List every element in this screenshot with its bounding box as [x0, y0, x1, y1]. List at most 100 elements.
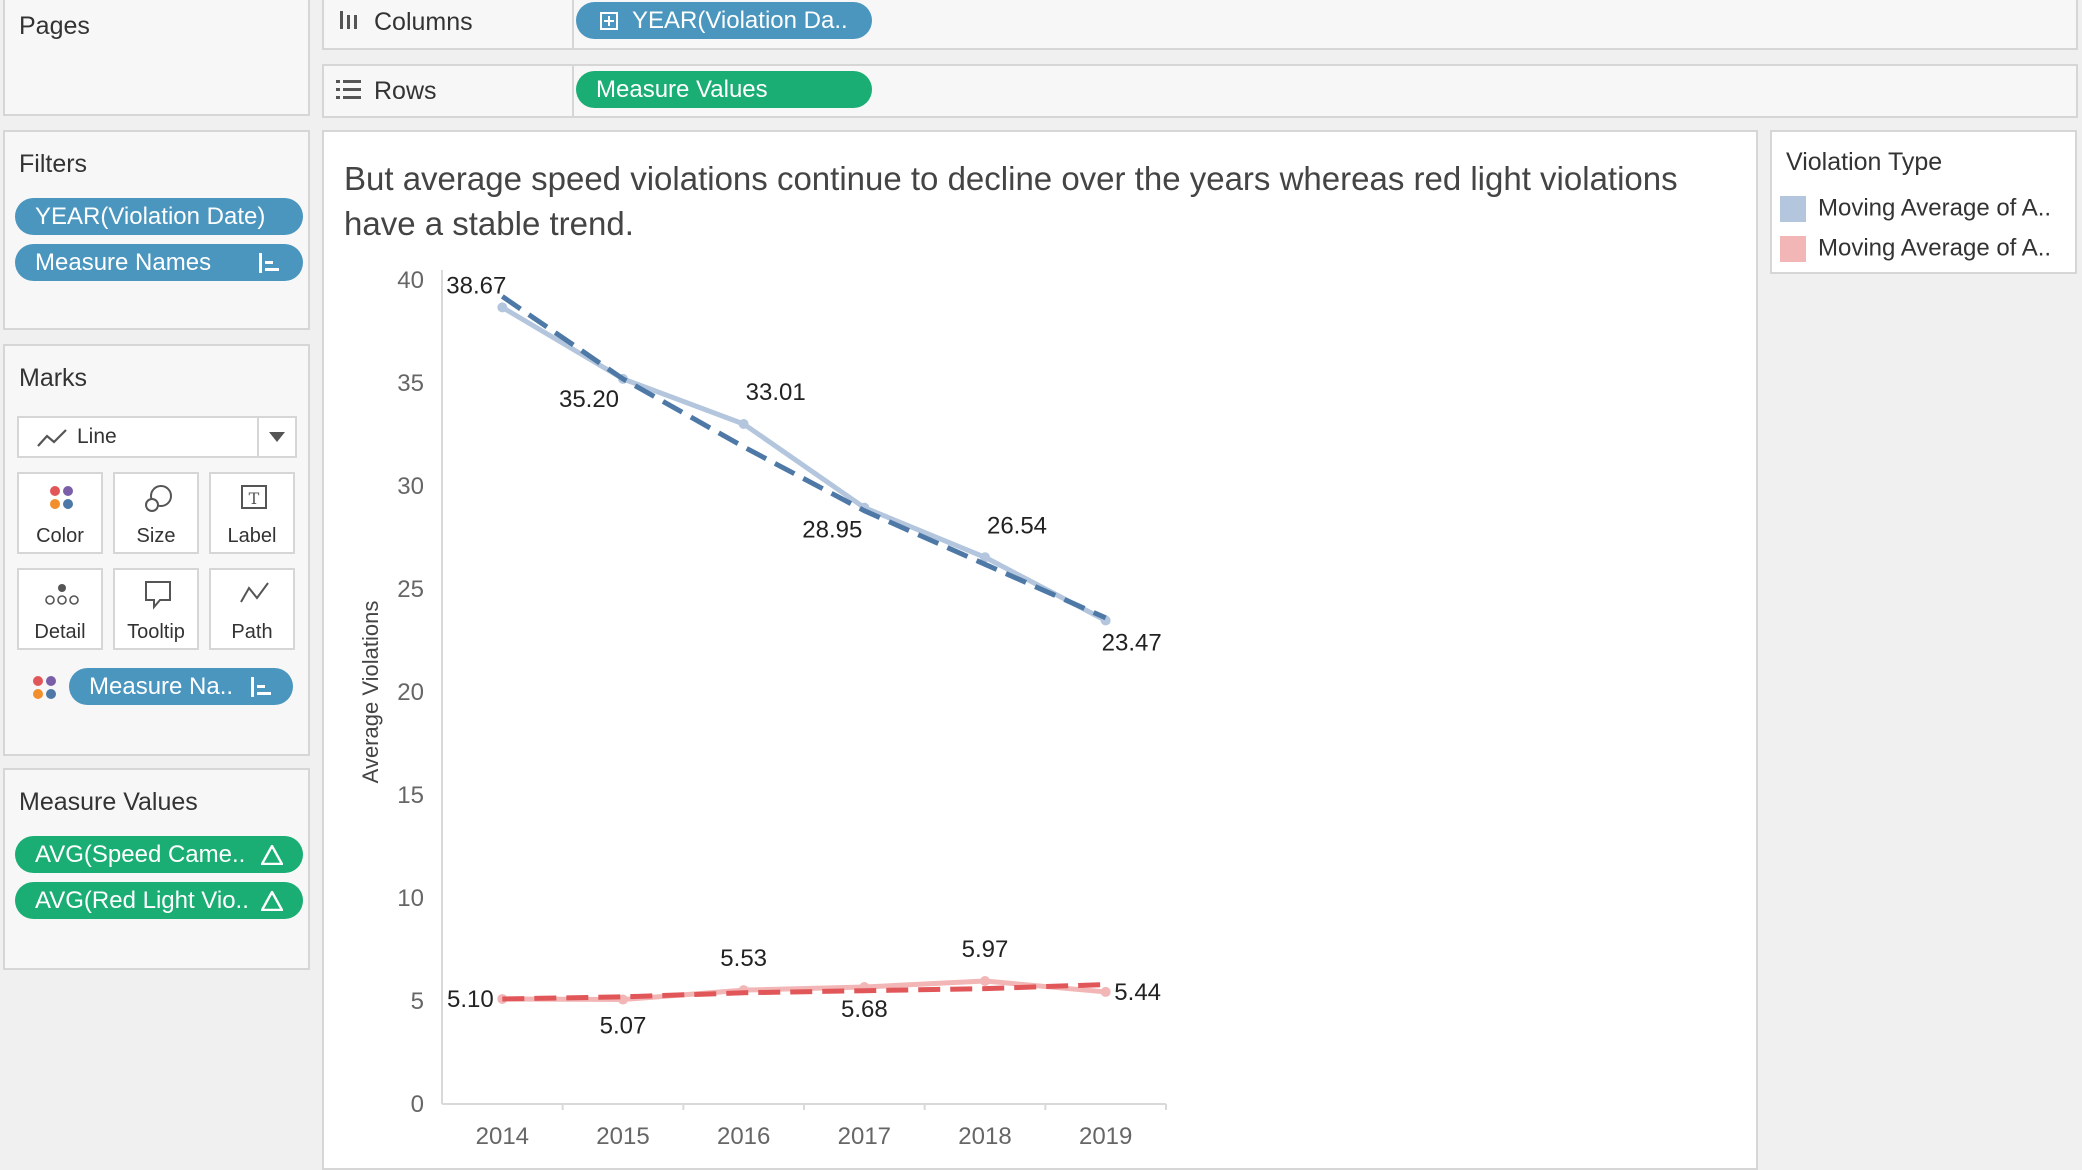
data-label: 5.68	[841, 996, 888, 1023]
label-icon: T	[241, 485, 267, 509]
data-label: 5.44	[1114, 979, 1161, 1006]
size-card[interactable]: Size	[113, 472, 199, 554]
svg-text:T: T	[249, 489, 260, 508]
size-card-label: Size	[136, 525, 176, 547]
data-point	[980, 976, 990, 987]
y-tick-label: 35	[397, 370, 424, 397]
chevron-down-icon	[269, 432, 285, 442]
data-point	[618, 994, 628, 1005]
trend-line-0	[500, 294, 1107, 621]
columns-pill[interactable]: YEAR(Violation Da..	[576, 2, 872, 39]
x-tick-label: 2014	[476, 1123, 529, 1150]
data-label: 5.97	[962, 936, 1009, 963]
x-tick-label: 2016	[717, 1123, 770, 1150]
chart-title: But average speed violations continue to…	[344, 156, 1678, 246]
detail-icon	[45, 584, 79, 605]
data-label: 5.07	[600, 1013, 647, 1040]
y-tick-label: 5	[411, 988, 424, 1015]
marks-title: Marks	[19, 364, 88, 392]
sort-icon	[251, 677, 271, 697]
filters-title: Filters	[19, 150, 88, 178]
measure-pill-speed-label: AVG(Speed Came..	[35, 841, 246, 868]
color-card-label: Color	[36, 525, 84, 547]
measure-values-title: Measure Values	[19, 788, 198, 816]
label-card-label: Label	[227, 525, 277, 547]
sort-icon	[259, 253, 279, 273]
legend-title: Violation Type	[1786, 148, 1943, 176]
measure-pill-red-light[interactable]: AVG(Red Light Vio..	[15, 882, 303, 919]
data-label: 33.01	[746, 379, 806, 406]
mark-type-label: Line	[77, 425, 117, 448]
y-tick-label: 25	[397, 576, 424, 603]
data-point	[497, 302, 508, 313]
columns-shelf[interactable]: Columns YEAR(Violation Da..	[322, 0, 2078, 50]
data-label: 5.10	[447, 986, 494, 1013]
x-tick-label: 2015	[596, 1123, 649, 1150]
x-tick-label: 2019	[1079, 1123, 1132, 1150]
data-point	[980, 552, 990, 563]
label-card[interactable]: T Label	[209, 472, 295, 554]
marks-color-pill-label: Measure Na..	[89, 673, 234, 700]
path-icon	[240, 582, 269, 603]
rows-pill[interactable]: Measure Values	[576, 71, 872, 108]
filter-pill-measure-names-label: Measure Names	[35, 249, 212, 276]
rows-shelf[interactable]: Rows Measure Values	[322, 64, 2078, 118]
detail-card[interactable]: Detail	[17, 568, 103, 650]
size-icon	[145, 485, 172, 512]
pages-panel[interactable]: Pages	[3, 0, 310, 116]
marks-color-pill[interactable]: Measure Na..	[69, 668, 293, 705]
measure-pill-speed[interactable]: AVG(Speed Came..	[15, 836, 303, 873]
legend-swatch-red-light	[1780, 235, 1806, 262]
filter-pill-year-label: YEAR(Violation Date)	[35, 203, 266, 230]
data-label: 26.54	[987, 512, 1047, 539]
measure-values-panel[interactable]: Measure Values AVG(Speed Came.. AVG(Red …	[3, 768, 310, 970]
trend-line-1	[502, 982, 1106, 1002]
detail-card-label: Detail	[34, 621, 86, 643]
y-tick-label: 20	[397, 679, 424, 706]
color-card[interactable]: Color	[17, 472, 103, 554]
data-label: 38.67	[446, 272, 506, 299]
data-point	[1100, 986, 1111, 997]
y-tick-label: 0	[411, 1091, 424, 1118]
y-tick-label: 15	[397, 782, 424, 809]
color-encoding-icon	[33, 676, 56, 699]
data-point	[738, 418, 749, 429]
line-mark-icon	[37, 429, 67, 447]
columns-shelf-label: Columns	[324, 0, 574, 48]
filter-pill-year[interactable]: YEAR(Violation Date)	[15, 198, 303, 235]
legend-item-speed-label: Moving Average of A..	[1818, 194, 2052, 222]
chart-view[interactable]: But average speed violations continue to…	[322, 130, 1758, 1170]
rows-label: Rows	[374, 77, 437, 105]
legend-item-red-light-label: Moving Average of A..	[1818, 234, 2052, 262]
columns-label: Columns	[374, 8, 473, 36]
expand-icon	[600, 12, 618, 30]
path-card-label: Path	[231, 621, 273, 643]
marks-panel[interactable]: Marks Line Color Size T Label Detail	[3, 344, 310, 756]
rows-pill-label: Measure Values	[596, 76, 768, 103]
tooltip-card[interactable]: Tooltip	[113, 568, 199, 650]
legend-panel[interactable]: Violation Type Moving Average of A.. Mov…	[1770, 130, 2077, 274]
filters-panel[interactable]: Filters YEAR(Violation Date) Measure Nam…	[3, 130, 310, 330]
mark-type-dropdown[interactable]: Line	[17, 416, 297, 458]
color-icon	[50, 486, 73, 509]
line-chart[interactable]: 0 5 10 15 20 25 30 35 40 Average Violations 2014 20…	[324, 132, 1756, 1168]
chart-title-line-1: But average speed violations continue to…	[344, 160, 1678, 197]
series-line-0	[501, 305, 1107, 623]
y-tick-label: 10	[397, 885, 424, 912]
legend-item-speed[interactable]: Moving Average of A..	[1780, 194, 2051, 228]
y-axis-label: Average Violations	[358, 601, 383, 784]
rows-icon	[336, 80, 361, 99]
y-tick-label: 30	[397, 473, 424, 500]
path-card[interactable]: Path	[209, 568, 295, 650]
delta-icon	[261, 891, 283, 911]
tooltip-icon	[145, 581, 171, 610]
legend-item-red-light[interactable]: Moving Average of A..	[1780, 234, 2051, 268]
data-label: 5.53	[720, 945, 767, 972]
x-tick-label: 2017	[838, 1123, 891, 1150]
rows-shelf-label: Rows	[324, 66, 574, 116]
data-label: 28.95	[802, 517, 862, 544]
columns-icon	[340, 11, 357, 29]
pages-title: Pages	[19, 12, 90, 40]
columns-pill-label: YEAR(Violation Da..	[632, 7, 848, 34]
filter-pill-measure-names[interactable]: Measure Names	[15, 244, 303, 281]
